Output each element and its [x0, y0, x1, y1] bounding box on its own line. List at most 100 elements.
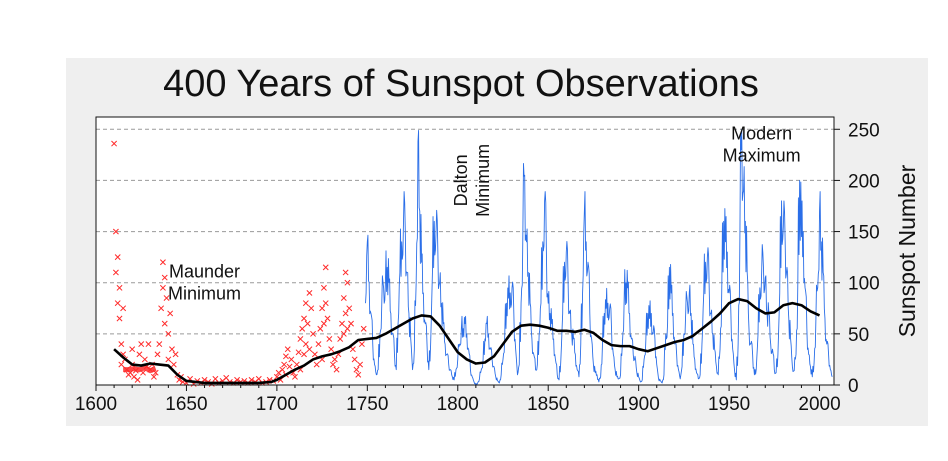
- scatter-point: [170, 361, 177, 368]
- scatter-point: [344, 325, 351, 332]
- x-tick-label-2000: 2000: [798, 394, 840, 415]
- annotation-maximum: Maximum: [723, 146, 801, 166]
- scatter-point: [322, 264, 329, 271]
- y-tick-label-0: 0: [848, 376, 859, 397]
- y-tick-label-50: 50: [848, 325, 869, 346]
- scatter-point: [163, 295, 170, 302]
- scatter-point: [306, 346, 313, 353]
- scatter-point: [282, 353, 289, 360]
- scatter-point: [159, 259, 166, 266]
- x-tick-label-1950: 1950: [708, 394, 750, 415]
- x-tick-label-1850: 1850: [527, 394, 569, 415]
- scatter-point: [320, 284, 327, 291]
- scatter-point: [169, 346, 175, 353]
- scatter-point: [301, 315, 307, 322]
- scatter-point: [120, 305, 127, 312]
- scatter-point: [306, 289, 313, 296]
- scatter-point: [112, 228, 119, 235]
- scatter-point: [165, 356, 172, 363]
- scatter-point: [302, 300, 309, 307]
- scatter-point: [304, 320, 311, 327]
- annotation-maunder: Maunder: [169, 262, 240, 282]
- scatter-point: [331, 356, 338, 363]
- scatter-point: [358, 341, 365, 348]
- scatter-point: [279, 366, 286, 373]
- scatter-point: [136, 351, 143, 358]
- scatter-point: [114, 300, 121, 307]
- scatter-point: [360, 325, 367, 332]
- scatter-point: [311, 351, 318, 358]
- scatter-point: [308, 305, 315, 312]
- scatter-point: [165, 330, 172, 337]
- scatter-point: [346, 305, 353, 312]
- scatter-point: [114, 254, 121, 261]
- scatter-point: [326, 336, 333, 342]
- scatter-point: [299, 325, 306, 332]
- x-tick-label-1800: 1800: [437, 394, 479, 415]
- scatter-point: [322, 300, 329, 307]
- annotation-modern: Modern: [731, 124, 792, 144]
- scatter-point: [324, 315, 331, 322]
- scatter-point: [118, 341, 125, 348]
- scatter-point: [111, 140, 118, 147]
- smoothed-line: [113, 297, 821, 385]
- scatter-point: [150, 373, 157, 380]
- scatter-point: [118, 361, 125, 368]
- scatter-point: [330, 361, 336, 368]
- scatter-point: [281, 361, 288, 368]
- scatter-point: [293, 361, 300, 368]
- scatter-point: [134, 376, 141, 383]
- scatter-point: [340, 295, 347, 302]
- plot-border: [95, 116, 835, 386]
- annotation-minimum: Minimum: [168, 284, 241, 304]
- scatter-point: [317, 325, 324, 332]
- scatter-point: [288, 356, 295, 363]
- scatter-point: [353, 366, 360, 373]
- scatter-point: [286, 363, 293, 370]
- annotation-dalton: Minimum: [473, 144, 493, 217]
- y-axis-label: Sunspot Number: [894, 164, 920, 337]
- scatter-point: [154, 351, 161, 358]
- scatter-point: [342, 269, 349, 276]
- y-tick-label-200: 200: [848, 171, 880, 192]
- scatter-point: [333, 366, 340, 373]
- annotation-dalton: Dalton: [451, 154, 471, 206]
- scatter-point: [355, 371, 362, 378]
- x-tick-label-1900: 1900: [618, 394, 660, 415]
- scatter-point: [167, 310, 174, 317]
- scatter-point: [351, 356, 358, 363]
- x-tick-label-1700: 1700: [256, 394, 298, 415]
- scatter-point: [301, 351, 307, 358]
- scatter-point: [158, 305, 165, 312]
- scatter-point: [313, 361, 320, 368]
- scatter-point: [292, 373, 298, 380]
- plot-area: [96, 117, 834, 385]
- scatter-point: [310, 330, 317, 337]
- scatter-point: [348, 320, 354, 327]
- scatter-point: [295, 349, 302, 356]
- scatter-point: [349, 346, 356, 353]
- chart-title: 400 Years of Sunspot Observations: [163, 63, 759, 105]
- scatter-point: [116, 315, 123, 322]
- y-tick-label-100: 100: [848, 274, 880, 295]
- scatter-point: [357, 361, 364, 368]
- scatter-point: [234, 376, 241, 383]
- scatter-point: [342, 310, 349, 317]
- sunspot-line: [365, 128, 833, 386]
- scatter-point: [112, 269, 119, 276]
- scatter-band: [123, 364, 157, 374]
- scatter-point: [116, 284, 123, 291]
- scatter-point: [248, 376, 255, 383]
- scatter-point: [129, 346, 136, 353]
- scatter-point: [161, 320, 168, 327]
- x-tick-label-1600: 1600: [75, 394, 117, 415]
- scatter-point: [161, 274, 168, 281]
- scatter-point: [284, 346, 291, 353]
- scatter-point: [138, 341, 145, 348]
- scatter-point: [145, 341, 152, 348]
- scatter-point: [344, 279, 351, 286]
- scatter-point: [340, 330, 347, 337]
- x-tick-label-1650: 1650: [165, 394, 207, 415]
- scatter-point: [319, 305, 326, 312]
